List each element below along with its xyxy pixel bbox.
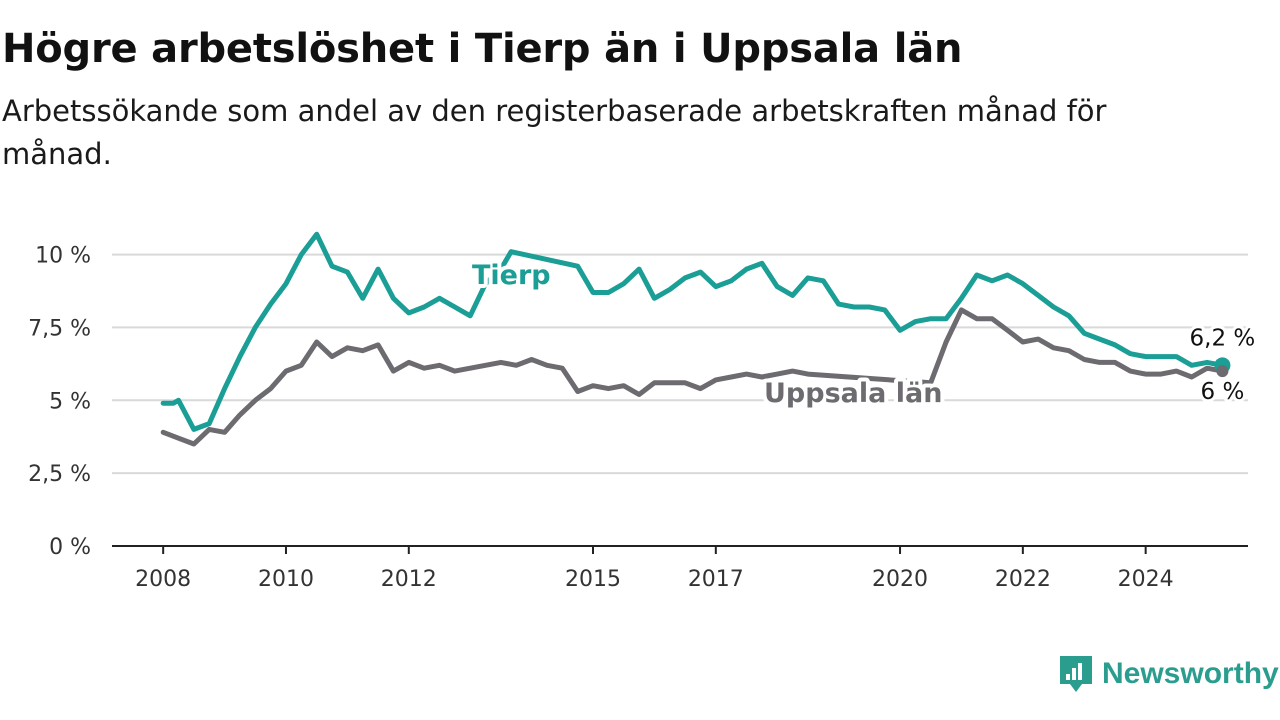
brand-name: Newsworthy	[1102, 657, 1279, 690]
x-tick-label: 2022	[995, 567, 1051, 592]
end-value-label: 6 %	[1201, 379, 1245, 405]
chart-subtitle: Arbetssökande som andel av den registerb…	[2, 94, 1107, 171]
chart-title: Högre arbetslöshet i Tierp än i Uppsala …	[2, 26, 963, 72]
line-label-uppsala-lan: Uppsala län	[764, 378, 942, 409]
end-value-label: 6,2 %	[1190, 325, 1256, 351]
x-tick-label: 2024	[1118, 567, 1174, 592]
x-tick-label: 2010	[258, 567, 314, 592]
x-tick-label: 2008	[135, 567, 191, 592]
line-label-tierp: Tierp	[472, 260, 551, 291]
newsworthy-logo-icon	[1060, 656, 1092, 692]
x-tick-label: 2015	[565, 567, 621, 592]
x-tick-label: 2017	[688, 567, 744, 592]
y-tick-label: 10 %	[35, 244, 91, 269]
y-tick-label: 5 %	[49, 389, 91, 414]
x-tick-label: 2020	[872, 567, 928, 592]
y-tick-label: 0 %	[49, 535, 91, 560]
brand-logo: Newsworthy	[1058, 652, 1279, 696]
series-line-tierp	[160, 231, 1225, 432]
y-tick-label: 2,5 %	[28, 462, 91, 487]
y-tick-label: 7,5 %	[28, 316, 91, 341]
end-point-uppsala-lan	[1216, 365, 1229, 378]
x-tick-label: 2012	[381, 567, 437, 592]
series-line-uppsala-lan	[160, 307, 1225, 447]
